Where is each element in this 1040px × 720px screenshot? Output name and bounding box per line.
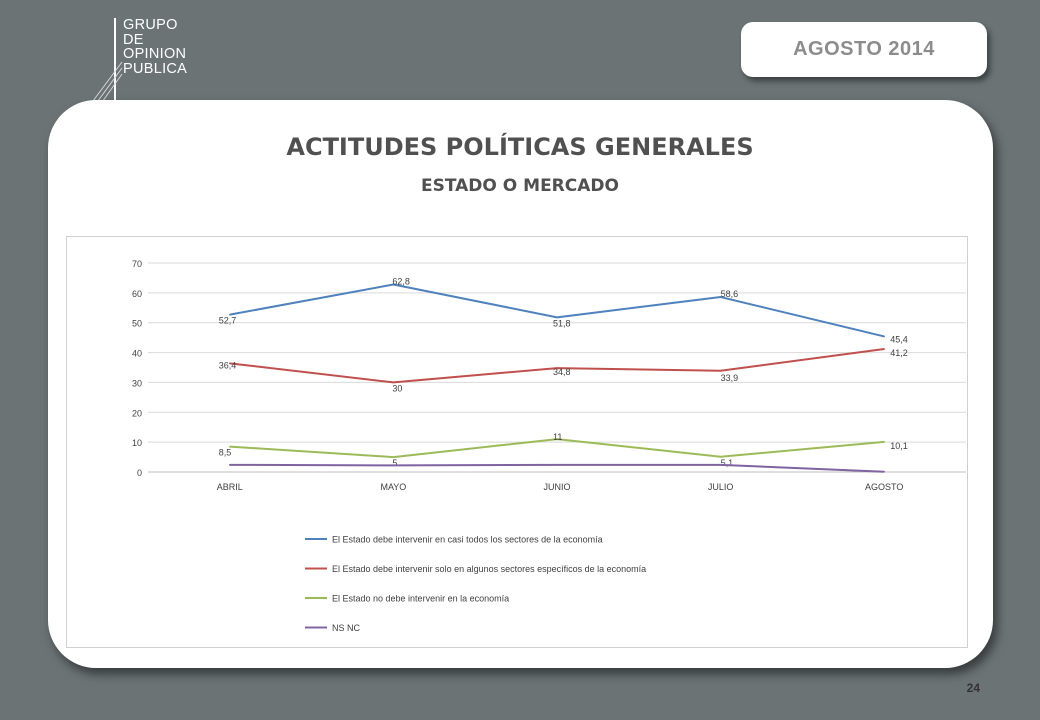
data-label: 33,9 (721, 373, 739, 383)
data-label: 34,8 (553, 367, 571, 377)
data-point (719, 464, 722, 466)
data-label: 45,4 (890, 334, 908, 344)
data-label: 30 (392, 383, 402, 393)
data-point (392, 283, 395, 286)
y-tick-label: 60 (132, 289, 142, 299)
data-label: 5 (392, 458, 397, 468)
data-label: 11 (553, 432, 562, 442)
logo-text: GRUPO DE OPINION PUBLICA (123, 18, 187, 76)
data-point (556, 316, 558, 319)
data-point (229, 445, 231, 448)
data-point (229, 313, 231, 316)
data-label: 41,2 (890, 348, 908, 358)
logo-line: DE (123, 31, 144, 48)
data-label: 8,5 (219, 448, 232, 458)
y-tick-label: 20 (132, 408, 142, 418)
grupo-opinion-publica-logo-mark (89, 18, 123, 106)
legend-label: El Estado debe intervenir solo en alguno… (332, 564, 646, 574)
data-label: 52,7 (219, 316, 237, 326)
x-tick-label: JULIO (708, 482, 734, 492)
data-label: 5,1 (721, 458, 734, 468)
data-point (883, 441, 885, 443)
y-tick-label: 40 (132, 349, 142, 359)
date-badge: AGOSTO 2014 (741, 22, 987, 77)
data-point (392, 456, 395, 458)
x-tick-label: ABRIL (217, 482, 243, 492)
page-title: ACTITUDES POLÍTICAS GENERALES (286, 133, 754, 161)
legend-label: El Estado no debe intervenir en la econo… (332, 594, 509, 604)
series-line (229, 283, 885, 338)
data-point (229, 362, 231, 365)
data-point (719, 296, 722, 298)
data-point (883, 470, 885, 473)
x-tick-label: AGOSTO (865, 482, 903, 492)
logo-line: OPINION (123, 46, 187, 62)
data-label: 62,8 (392, 276, 410, 286)
data-label: 36,4 (219, 360, 237, 370)
data-point (883, 348, 885, 350)
y-tick-label: 30 (132, 378, 142, 388)
series-line (229, 463, 885, 473)
chart-frame: 0 10 20 30 40 50 60 70 ABRIL MAYO JUNIO JULIO AGOSTO… (66, 236, 968, 648)
data-point (229, 464, 231, 466)
logo-line: PUBLICA (123, 60, 188, 77)
legend-label: NS NC (332, 623, 361, 633)
legend-label: El Estado debe intervenir en casi todos … (332, 535, 603, 545)
data-point (719, 455, 722, 458)
y-tick-label: 50 (132, 319, 142, 329)
data-point (392, 464, 395, 467)
y-tick-label: 0 (137, 468, 142, 478)
data-label: 58,6 (721, 289, 739, 299)
line-chart: 0 10 20 30 40 50 60 70 ABRIL MAYO JUNIO JULIO AGOSTO… (132, 259, 966, 633)
data-point (556, 367, 558, 369)
data-point (556, 438, 558, 440)
x-tick-label: MAYO (380, 482, 406, 492)
data-label: 51,8 (553, 318, 571, 328)
page-number: 24 (966, 681, 980, 695)
data-point (719, 369, 722, 372)
data-point (883, 335, 885, 338)
page-subtitle: ESTADO O MERCADO (421, 176, 619, 196)
data-point (556, 464, 558, 466)
series-line (229, 347, 885, 384)
x-tick-label: JUNIO (544, 482, 571, 492)
y-tick-label: 70 (132, 259, 142, 269)
y-tick-label: 10 (132, 438, 142, 448)
logo-line: GRUPO (123, 17, 178, 33)
data-point (392, 381, 395, 384)
data-label: 10,1 (890, 441, 908, 451)
